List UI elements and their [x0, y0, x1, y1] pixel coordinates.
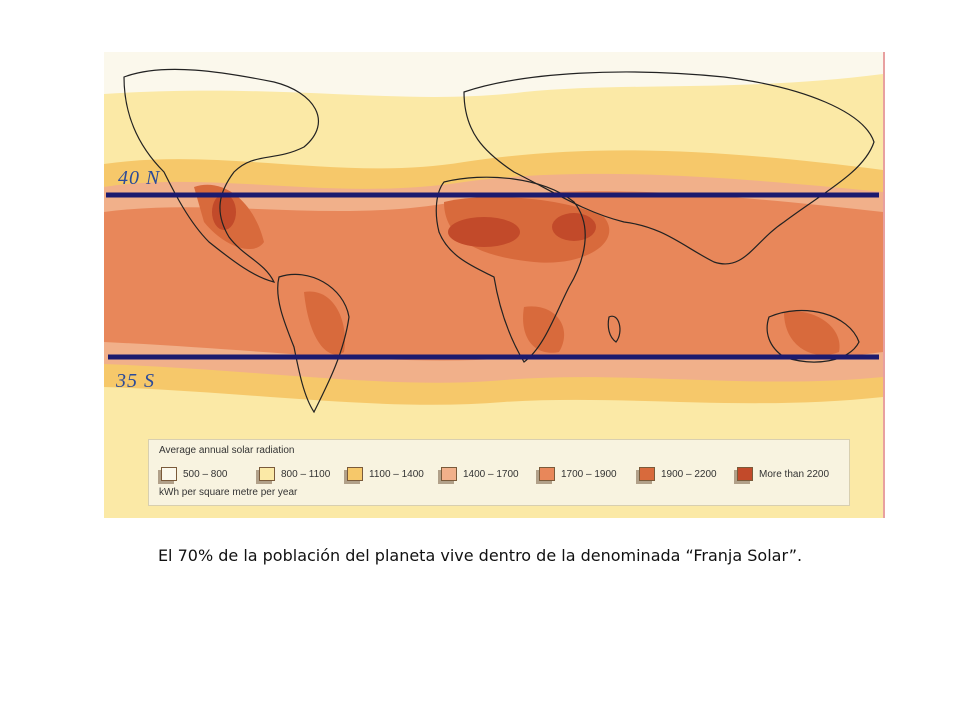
legend-label: 1900 – 2200 — [661, 468, 717, 480]
south-america-outline — [277, 273, 350, 414]
legend-item: 1400 – 1700 — [441, 464, 519, 484]
zone-over-2200-arabia — [552, 213, 596, 241]
legend-item: 1700 – 1900 — [539, 464, 617, 484]
legend-swatch — [737, 467, 753, 481]
legend-item: More than 2200 — [737, 464, 829, 484]
legend-label: 1700 – 1900 — [561, 468, 617, 480]
legend-item: 500 – 800 — [161, 464, 228, 484]
eurasia-outline — [463, 71, 875, 265]
latitude-40n-label: 40 N — [118, 167, 161, 189]
legend-label: 800 – 1100 — [281, 468, 331, 480]
legend-item: 1900 – 2200 — [639, 464, 717, 484]
legend-item: 1100 – 1400 — [347, 464, 424, 484]
legend-swatch — [441, 467, 457, 481]
legend-item: 800 – 1100 — [259, 464, 330, 484]
zone-1700-1900 — [104, 191, 883, 361]
solar-radiation-map: 40 N 35 S Average annual solar radiation… — [104, 52, 885, 518]
madagascar-outline — [607, 315, 621, 343]
legend-swatch — [347, 467, 363, 481]
caption: El 70% de la población del planeta vive … — [157, 546, 803, 565]
legend-unit: kWh per square metre per year — [159, 487, 298, 498]
legend-swatch — [639, 467, 655, 481]
legend: Average annual solar radiation 500 – 800… — [148, 439, 850, 506]
legend-swatch — [259, 467, 275, 481]
zone-1900-2200-south-america — [304, 291, 345, 355]
zone-500-800-north — [104, 52, 883, 97]
legend-label: 1100 – 1400 — [369, 468, 424, 480]
legend-label: More than 2200 — [759, 468, 830, 480]
legend-title: Average annual solar radiation — [159, 445, 295, 456]
zone-1900-2200-australia — [784, 311, 840, 356]
latitude-35s-label: 35 S — [116, 370, 155, 392]
legend-label: 500 – 800 — [183, 468, 228, 480]
zone-over-2200-sahara — [448, 217, 520, 247]
legend-swatch — [539, 467, 555, 481]
legend-swatch — [161, 467, 177, 481]
zone-over-2200-mexico — [212, 194, 236, 230]
map-graphic — [104, 52, 883, 518]
legend-label: 1400 – 1700 — [463, 468, 519, 480]
north-america-outline — [123, 68, 319, 283]
